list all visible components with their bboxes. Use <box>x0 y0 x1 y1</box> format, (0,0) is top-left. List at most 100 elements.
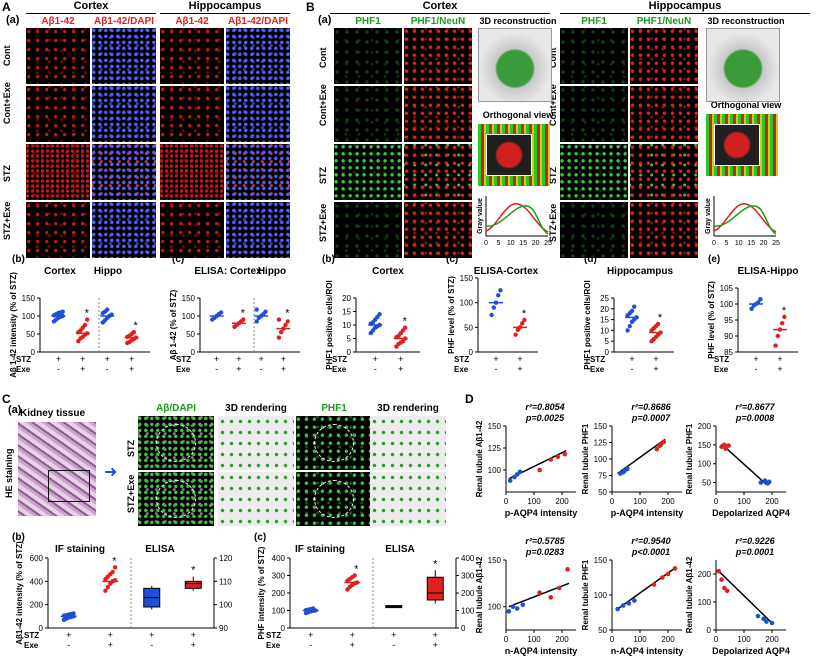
chart-header: ELISA <box>145 544 174 555</box>
panel-A-micrograph <box>226 144 290 200</box>
chart-header: Hippo <box>258 266 286 277</box>
significance-star: * <box>354 564 359 576</box>
exe-row-label: Exe <box>714 365 729 374</box>
exe-row-value: - <box>260 364 263 374</box>
y-tick-label: 150 <box>460 274 474 283</box>
data-point <box>263 309 268 314</box>
y-tick-label: 85 <box>724 348 733 357</box>
exe-row-value: + <box>517 364 522 374</box>
panel-A-col-title: Aβ1-42/DAPI <box>93 16 154 27</box>
chart-panel-label: (e) <box>708 254 720 265</box>
x-tick-label: 15 <box>519 240 527 247</box>
y-tick-label: 150 <box>488 556 502 565</box>
data-point <box>520 602 526 608</box>
exe-row-value: + <box>191 640 196 650</box>
ortho-title: Orthogonal view <box>482 110 554 120</box>
chart-panel-label: (b) <box>322 254 335 265</box>
he-roi-box <box>48 470 90 502</box>
chart-header: ELISA <box>385 544 414 555</box>
p-value-label: p=0.0008 <box>735 413 774 423</box>
panel-B-micrograph <box>404 144 472 200</box>
p-value-label: p=0.0007 <box>631 413 671 423</box>
significance-star: * <box>522 308 527 320</box>
data-point <box>254 307 259 312</box>
stz-row-value: + <box>391 630 396 640</box>
y-axis-label: PHF1 positive cells/ROI <box>583 280 592 369</box>
data-point <box>716 568 722 574</box>
x-tick-label: 200 <box>555 635 569 644</box>
data-point <box>254 319 259 324</box>
data-point <box>632 598 637 603</box>
x-tick-label: 0 <box>714 497 719 506</box>
data-point <box>651 582 657 587</box>
x-tick-label: 100 <box>633 497 647 506</box>
gray-value-label: Gray value <box>477 198 484 234</box>
y-tick-label: 50 <box>598 488 607 497</box>
data-point <box>537 467 542 473</box>
chart-panel-label: (c) <box>172 254 184 265</box>
stz-row-value: + <box>373 354 378 364</box>
stz-row-value: + <box>149 630 154 640</box>
stz-row-value: + <box>777 354 782 364</box>
panel-B-micrograph <box>560 86 628 142</box>
panel-B-micrograph <box>334 144 402 200</box>
panel-B-col-title: PHF1/NeuN <box>636 16 692 27</box>
exe-row-label: Exe <box>24 641 39 650</box>
y-tick-label: 100 <box>698 460 712 469</box>
x-tick-label: 0 <box>484 240 488 247</box>
exe-row-value: - <box>631 364 634 374</box>
chart-panel-label: (c) <box>254 532 266 543</box>
y-tick-label: 100 <box>720 300 734 309</box>
data-point <box>749 306 754 311</box>
data-point <box>755 613 761 619</box>
stz-row-label: STZ <box>24 631 39 640</box>
data-point <box>780 321 785 326</box>
stz-row-value: + <box>258 354 263 364</box>
panel-A-micrograph <box>92 202 156 258</box>
panel-B-region-cortex: Cortex <box>422 0 458 12</box>
panel-A-micrograph <box>26 202 90 258</box>
stz-row-label: STZ <box>176 355 191 364</box>
glomerulus-outline <box>314 480 354 518</box>
chart-header: Cortex <box>44 266 76 277</box>
data-point <box>556 585 562 591</box>
panel-A-region-hippo: Hippocampus <box>188 0 262 12</box>
chart-header: ELISA-Cortex <box>474 266 539 277</box>
y-tick-label: 0 <box>191 348 196 357</box>
y-tick-label: 100 <box>594 455 608 464</box>
exe-row-value: - <box>150 640 153 650</box>
chart-header: IF staining <box>55 544 105 555</box>
exe-row-label: Exe <box>590 365 605 374</box>
data-point <box>84 317 90 322</box>
data-point <box>548 457 554 462</box>
y-tick-label: 150 <box>594 556 608 565</box>
x-tick-label: 10 <box>735 240 743 247</box>
profile-red-line <box>485 203 549 233</box>
glomerulus-outline <box>314 424 354 462</box>
significance-star: * <box>85 308 90 320</box>
data-point <box>513 332 518 337</box>
ortho-title: Orthogonal view <box>710 100 782 110</box>
arrow-right-icon: ➜ <box>104 464 118 481</box>
y2-tick-label: 200 <box>461 589 475 598</box>
p-value-label: p=0.0283 <box>525 547 564 557</box>
y-axis-label: Aβ1-42 intensity (% of STZ) <box>15 541 24 645</box>
data-point <box>565 567 570 572</box>
data-point <box>103 588 108 593</box>
glomerulus-outline <box>156 424 196 462</box>
x-tick-label: 100 <box>737 497 751 506</box>
y-axis-label: Renal tubule Aβ1-42 <box>475 420 484 497</box>
x-tick-label: 200 <box>555 497 569 506</box>
y-tick-label: 100 <box>182 312 196 321</box>
x-tick-label: 15 <box>747 240 755 247</box>
data-point <box>537 590 542 595</box>
panel-C-micrograph <box>370 416 446 470</box>
panel-C-letter: C <box>2 392 11 406</box>
gray-value-label: Gray value <box>705 198 712 234</box>
data-point <box>764 619 769 624</box>
panel-C-micrograph <box>218 416 294 470</box>
y2-tick-label: 110 <box>219 577 232 586</box>
data-point <box>105 584 111 590</box>
reconstruction-3d-image <box>706 28 780 102</box>
y-tick-label: 10 <box>342 321 351 330</box>
